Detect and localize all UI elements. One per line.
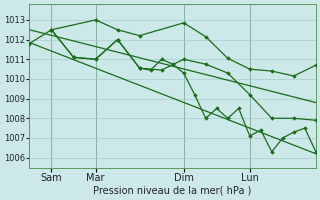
X-axis label: Pression niveau de la mer( hPa ): Pression niveau de la mer( hPa ) (93, 186, 252, 196)
